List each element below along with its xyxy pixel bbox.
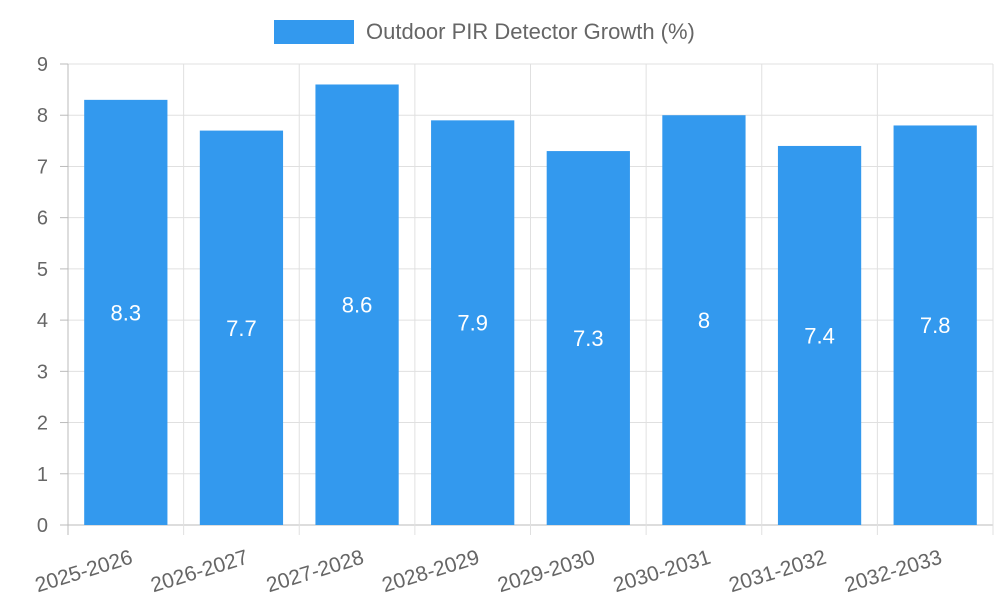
y-tick-label: 9: [37, 54, 48, 76]
bar-2027-2028[interactable]: [315, 84, 399, 525]
legend-swatch[interactable]: [274, 20, 354, 44]
bar-value-label: 8.6: [342, 293, 373, 318]
y-tick-label: 4: [37, 310, 48, 332]
bar-layer: [84, 84, 977, 526]
x-tick-label: 2032-2033: [842, 546, 945, 597]
x-tick-label: 2027-2028: [264, 546, 367, 597]
x-tick-label: 2028-2029: [379, 546, 482, 597]
bar-value-label: 7.8: [920, 313, 951, 338]
x-tick-label: 2026-2027: [148, 546, 251, 597]
bar-value-label: 7.7: [226, 316, 257, 341]
bar-2026-2027[interactable]: [199, 130, 284, 526]
bar-value-label: 8: [698, 308, 710, 333]
y-tick-label: 5: [37, 259, 48, 281]
y-tick-label: 1: [37, 464, 48, 486]
bar-2031-2032[interactable]: [777, 145, 862, 525]
bar-2030-2031[interactable]: [662, 115, 746, 525]
y-tick-label: 8: [37, 105, 48, 127]
x-tick-label: 2030-2031: [611, 546, 714, 597]
bar-value-label: 7.4: [804, 323, 835, 348]
bar-2029-2030[interactable]: [546, 151, 630, 526]
y-tick-label: 7: [37, 156, 48, 178]
bar-2028-2029[interactable]: [431, 120, 515, 525]
bar-value-label: 7.3: [573, 326, 604, 351]
legend[interactable]: Outdoor PIR Detector Growth (%): [274, 19, 695, 44]
x-tick-label: 2025-2026: [33, 546, 136, 597]
bar-value-label: 8.3: [111, 300, 142, 325]
legend-label[interactable]: Outdoor PIR Detector Growth (%): [366, 19, 695, 44]
x-tick-label: 2029-2030: [495, 546, 598, 597]
y-tick-label: 6: [37, 208, 48, 230]
data-label-layer: 8.3 7.7 8.6 7.9 7.3 8 7.4 7.8: [111, 293, 951, 351]
y-tick-label: 3: [37, 361, 48, 383]
bar-2025-2026[interactable]: [84, 99, 168, 525]
y-tick-label: 2: [37, 413, 48, 435]
x-tick-label: 2031-2032: [726, 546, 829, 597]
y-tick-label: 0: [37, 515, 48, 537]
bar-value-label: 7.9: [457, 311, 488, 336]
bar-2032-2033[interactable]: [893, 125, 977, 525]
